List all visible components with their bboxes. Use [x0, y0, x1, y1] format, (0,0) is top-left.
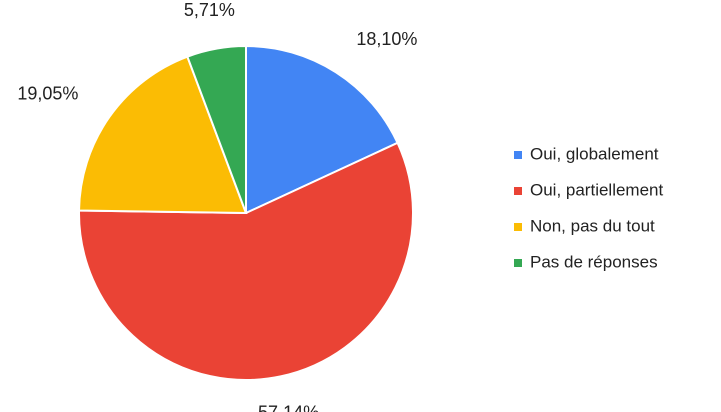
legend-label: Oui, globalement [530, 144, 659, 163]
pie-slice [78, 55, 248, 215]
pie-slice [78, 141, 414, 381]
legend-label: Non, pas du tout [530, 216, 655, 235]
data-label: 19,05% [17, 84, 78, 104]
legend-swatch [514, 187, 522, 195]
data-label: 5,71% [184, 0, 235, 20]
pie-slice [245, 44, 399, 215]
legend-label: Oui, partiellement [530, 180, 664, 199]
data-label: 18,10% [356, 29, 417, 49]
legend-swatch [514, 151, 522, 159]
legend-label: Pas de réponses [530, 252, 658, 271]
pie-slice [186, 44, 247, 214]
legend-swatch [514, 223, 522, 231]
legend-swatch [514, 259, 522, 267]
data-label: 57.14% [258, 402, 319, 412]
